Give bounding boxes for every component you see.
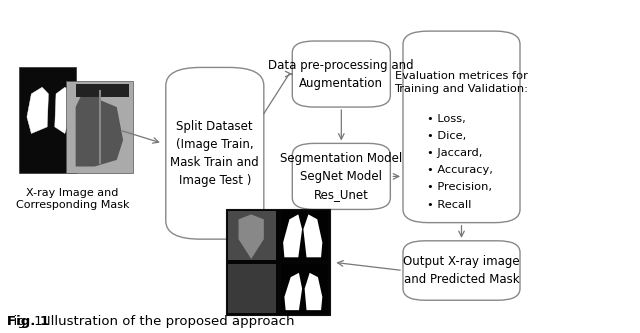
Polygon shape — [284, 273, 302, 310]
FancyBboxPatch shape — [228, 264, 276, 313]
Text: Fig. 1 Illustration of the proposed approach: Fig. 1 Illustration of the proposed appr… — [7, 315, 295, 328]
FancyBboxPatch shape — [292, 41, 390, 107]
FancyBboxPatch shape — [76, 84, 129, 97]
Text: X-ray Image and
Corresponding Mask: X-ray Image and Corresponding Mask — [16, 188, 129, 209]
FancyBboxPatch shape — [166, 68, 264, 239]
FancyBboxPatch shape — [280, 264, 328, 313]
Polygon shape — [305, 273, 323, 310]
Text: Data pre-processing and
Augmentation: Data pre-processing and Augmentation — [269, 59, 414, 90]
Text: Output X-ray image
and Predicted Mask: Output X-ray image and Predicted Mask — [403, 255, 520, 286]
Polygon shape — [303, 214, 323, 257]
Polygon shape — [283, 214, 302, 257]
Text: Evaluation metrices for
Training and Validation:: Evaluation metrices for Training and Val… — [394, 71, 529, 94]
FancyBboxPatch shape — [226, 209, 330, 315]
Text: • Dice,: • Dice, — [427, 131, 466, 141]
Text: Segmentation Model
SegNet Model
Res_Unet: Segmentation Model SegNet Model Res_Unet — [280, 152, 403, 201]
Text: • Accuracy,: • Accuracy, — [427, 165, 493, 175]
FancyBboxPatch shape — [403, 31, 520, 223]
FancyBboxPatch shape — [403, 241, 520, 300]
Polygon shape — [55, 87, 72, 134]
Text: Split Dataset
(Image Train,
Mask Train and
Image Test ): Split Dataset (Image Train, Mask Train a… — [170, 120, 259, 187]
Text: • Precision,: • Precision, — [427, 182, 492, 192]
Polygon shape — [19, 68, 76, 173]
Text: • Loss,: • Loss, — [427, 114, 465, 124]
Text: Fig. 1: Fig. 1 — [7, 315, 49, 328]
Polygon shape — [239, 214, 264, 259]
FancyBboxPatch shape — [228, 211, 276, 260]
FancyBboxPatch shape — [66, 81, 132, 173]
Text: • Recall: • Recall — [427, 199, 471, 209]
Polygon shape — [27, 87, 49, 134]
FancyBboxPatch shape — [292, 144, 390, 209]
Text: • Jaccard,: • Jaccard, — [427, 148, 482, 158]
FancyBboxPatch shape — [280, 211, 328, 260]
Polygon shape — [76, 87, 123, 166]
